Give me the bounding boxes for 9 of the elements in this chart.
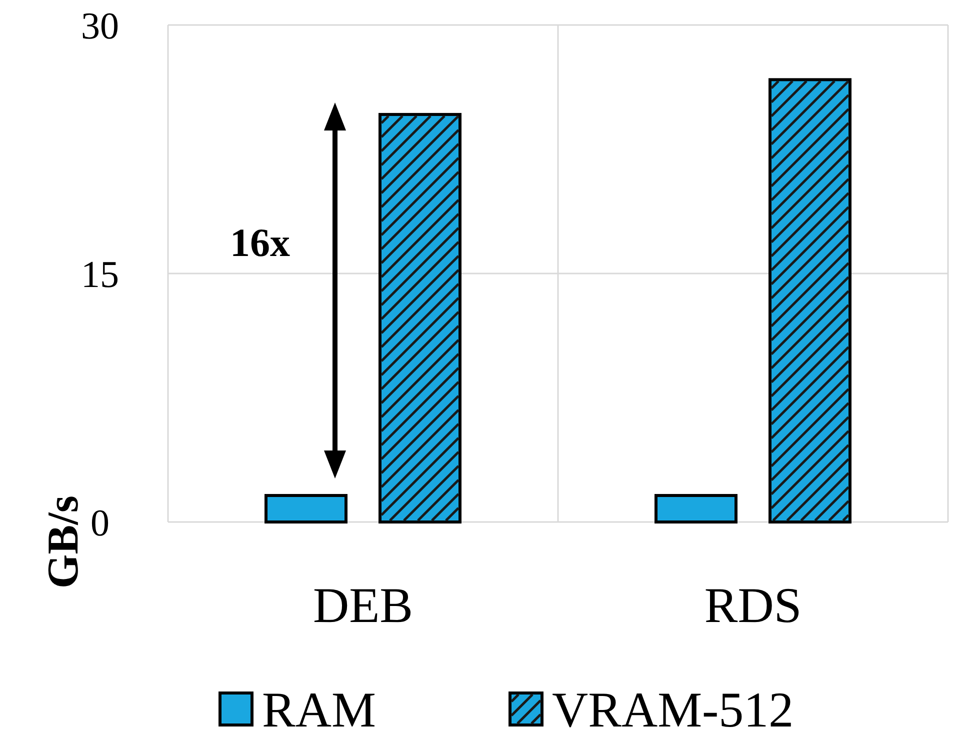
x-tick-label: RDS — [704, 577, 802, 633]
legend-label: RAM — [262, 682, 376, 736]
y-axis-title: GB/s — [38, 496, 88, 588]
y-tick-label: 15 — [81, 254, 119, 296]
y-tick-label: 0 — [90, 502, 110, 544]
annotation: 16x — [230, 220, 290, 265]
x-tick-label: DEB — [313, 577, 413, 633]
legend-label: VRAM-512 — [552, 682, 794, 736]
y-tick-label: 30 — [81, 5, 119, 48]
